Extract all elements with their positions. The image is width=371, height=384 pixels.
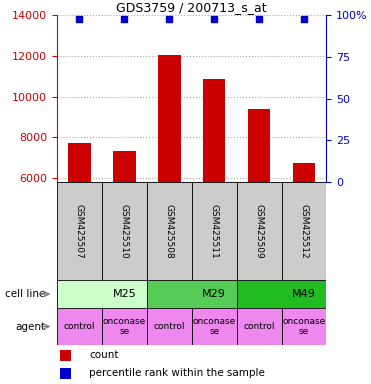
Text: agent: agent: [16, 321, 46, 331]
Text: GSM425507: GSM425507: [75, 204, 84, 258]
Point: [121, 16, 127, 22]
Text: GSM425508: GSM425508: [165, 204, 174, 258]
Text: GSM425510: GSM425510: [120, 204, 129, 258]
Point: [256, 16, 262, 22]
Bar: [57, 308, 102, 345]
Bar: [282, 182, 326, 280]
Point: [76, 16, 82, 22]
Bar: [57, 182, 102, 280]
Bar: [248, 109, 270, 182]
Text: M25: M25: [112, 289, 136, 299]
Text: control: control: [243, 322, 275, 331]
Bar: [203, 79, 226, 182]
Bar: [192, 182, 237, 280]
Title: GDS3759 / 200713_s_at: GDS3759 / 200713_s_at: [116, 1, 267, 14]
Bar: [147, 308, 192, 345]
Bar: [237, 280, 326, 308]
Bar: [102, 182, 147, 280]
Bar: [113, 151, 135, 182]
Text: onconase
se: onconase se: [193, 317, 236, 336]
Point: [211, 16, 217, 22]
Text: M29: M29: [202, 289, 226, 299]
Text: GSM425509: GSM425509: [255, 204, 264, 258]
Bar: [147, 280, 237, 308]
Text: GSM425512: GSM425512: [299, 204, 309, 258]
Bar: [57, 280, 147, 308]
Bar: [147, 182, 192, 280]
Bar: [293, 163, 315, 182]
Bar: [237, 308, 282, 345]
Bar: [282, 308, 326, 345]
Text: cell line: cell line: [6, 289, 46, 299]
Point: [166, 16, 172, 22]
Bar: [237, 182, 282, 280]
Bar: [60, 349, 72, 361]
Bar: [158, 55, 181, 182]
Text: control: control: [154, 322, 185, 331]
Text: control: control: [64, 322, 95, 331]
Text: percentile rank within the sample: percentile rank within the sample: [89, 368, 265, 378]
Text: onconase
se: onconase se: [282, 317, 326, 336]
Text: count: count: [89, 350, 119, 360]
Text: M49: M49: [292, 289, 316, 299]
Point: [301, 16, 307, 22]
Text: GSM425511: GSM425511: [210, 204, 219, 258]
Bar: [68, 143, 91, 182]
Bar: [102, 308, 147, 345]
Bar: [192, 308, 237, 345]
Bar: [60, 367, 72, 379]
Text: onconase
se: onconase se: [103, 317, 146, 336]
